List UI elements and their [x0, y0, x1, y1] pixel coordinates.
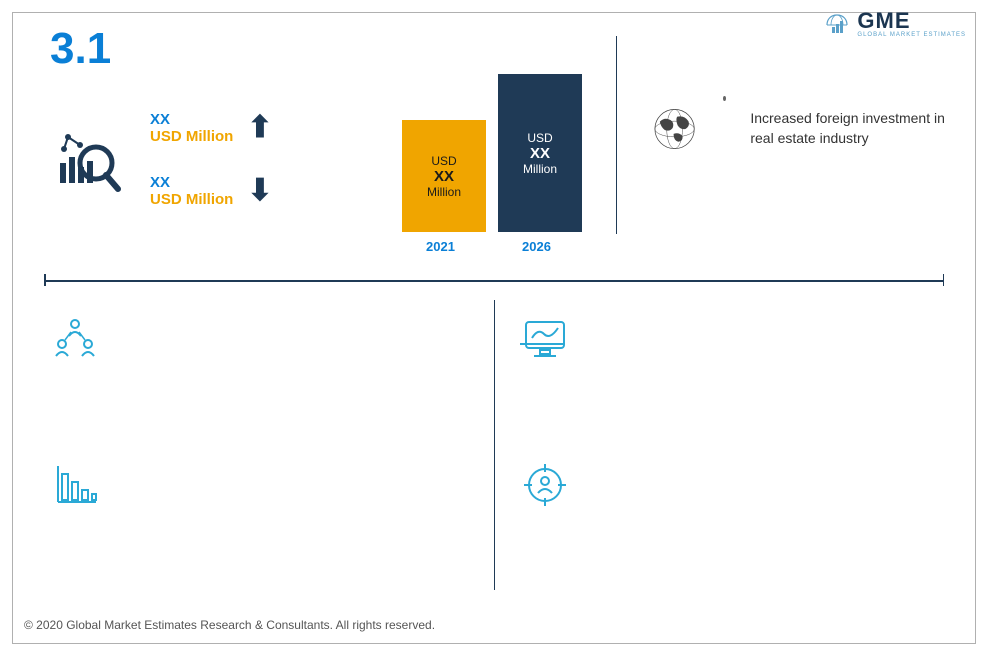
driver-text: Increased foreign investment in real est…: [750, 109, 950, 148]
bullet-dot-icon: [723, 96, 726, 101]
chart-bar: USDXXMillion: [498, 74, 582, 232]
chart-bar: USDXXMillion: [402, 120, 486, 232]
quadrant-top-left: [50, 314, 100, 364]
logo-subtitle: GLOBAL MARKET ESTIMATES: [857, 32, 966, 38]
copyright-text: © 2020 Global Market Estimates Research …: [24, 618, 435, 632]
metrics-block: XX USD Million ⬆ XX USD Million ⬇: [50, 110, 272, 208]
globe-icon: [650, 90, 699, 168]
quadrant-bottom-left: [50, 460, 100, 510]
logo-text: GME: [857, 8, 966, 34]
quadrant-bottom-right: [520, 460, 570, 510]
section-number: 3.1: [50, 24, 111, 74]
bar-chart-icon: [50, 460, 100, 510]
gme-logo: GME GLOBAL MARKET ESTIMATES: [823, 8, 966, 38]
target-person-icon: [520, 460, 570, 510]
metric-down-unit: USD Million: [150, 191, 233, 208]
metric-down-value: XX: [150, 174, 233, 191]
top-vertical-divider: [616, 36, 617, 234]
analytics-search-icon: [50, 123, 122, 195]
mid-vertical-divider: [494, 300, 495, 590]
people-network-icon: [50, 314, 100, 364]
chart-year-label: 2026: [522, 239, 551, 254]
arrow-down-icon: ⬇: [247, 173, 272, 208]
metric-up-unit: USD Million: [150, 128, 233, 145]
monitor-trend-icon: [520, 314, 570, 364]
arrow-up-icon: ⬆: [247, 110, 272, 145]
metric-down: XX USD Million ⬇: [150, 173, 272, 208]
market-size-bar-chart: USDXXMillion 2021 USDXXMillion 2026: [402, 74, 602, 254]
horizontal-divider: [44, 280, 944, 282]
logo-globe-icon: [823, 9, 851, 37]
quadrant-top-right: [520, 314, 570, 364]
chart-year-label: 2021: [426, 239, 455, 254]
driver-block: Increased foreign investment in real est…: [650, 90, 950, 168]
metric-up: XX USD Million ⬆: [150, 110, 272, 145]
metric-up-value: XX: [150, 111, 233, 128]
